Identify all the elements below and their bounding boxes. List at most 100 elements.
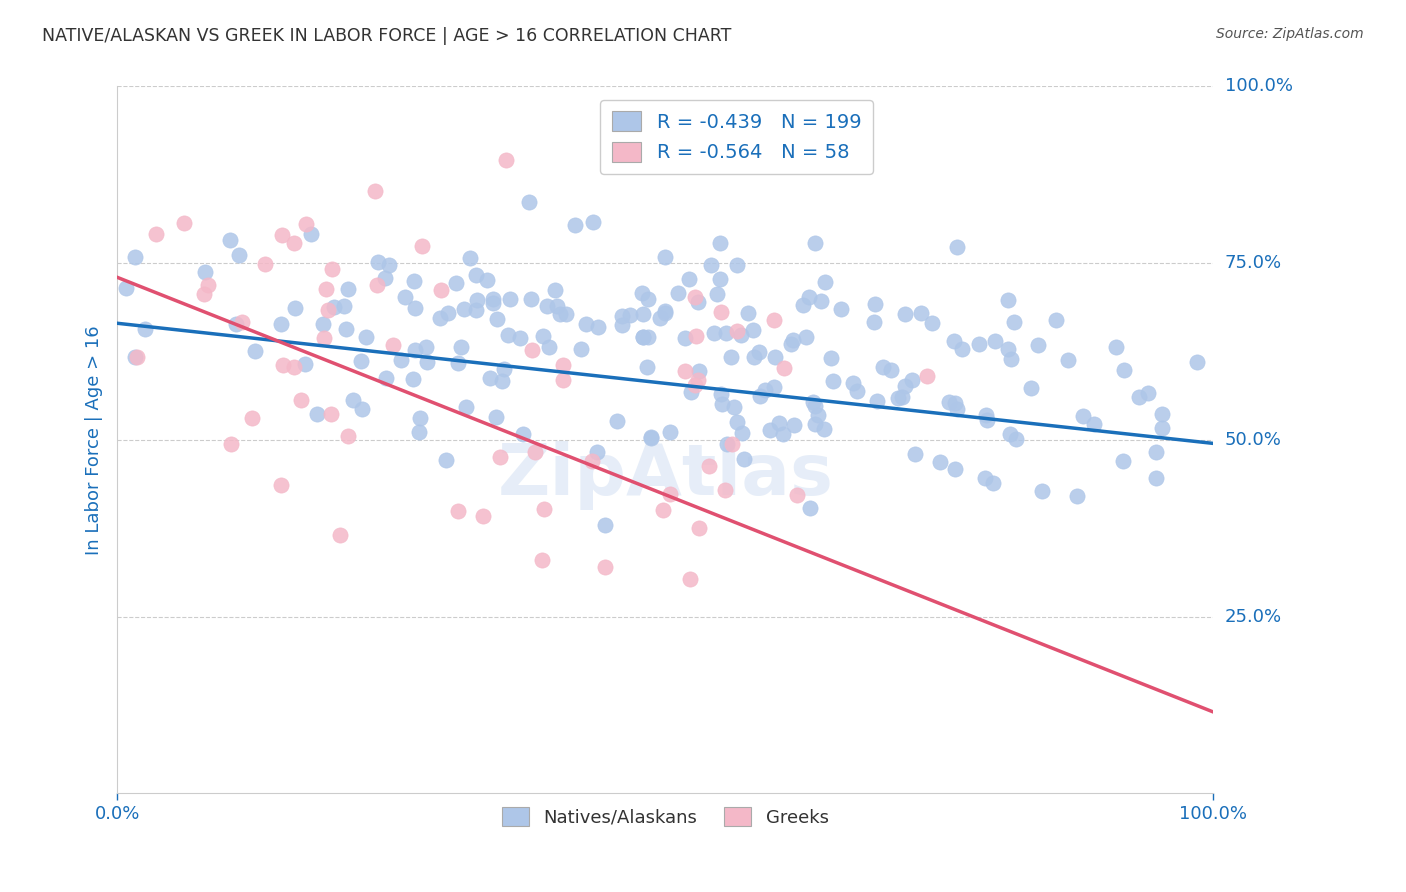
Point — [783, 417, 806, 432]
Point — [1128, 390, 1150, 404]
Point — [1185, 355, 1208, 369]
Point — [710, 386, 733, 401]
Point — [522, 343, 544, 357]
Point — [271, 227, 294, 242]
Point — [891, 390, 914, 404]
Point — [799, 500, 821, 515]
Point — [1005, 432, 1028, 446]
Point — [688, 521, 710, 535]
Point — [893, 307, 915, 321]
Point — [408, 425, 430, 440]
Point — [593, 559, 616, 574]
Point — [1150, 421, 1173, 435]
Point — [997, 293, 1019, 307]
Point — [915, 369, 938, 384]
Point — [329, 528, 352, 542]
Point — [243, 343, 266, 358]
Point — [685, 377, 707, 392]
Point — [754, 383, 776, 397]
Point — [658, 486, 681, 500]
Point — [801, 394, 824, 409]
Point — [721, 437, 744, 451]
Point — [336, 428, 359, 442]
Point — [748, 388, 770, 402]
Point — [820, 351, 842, 365]
Point — [581, 454, 603, 468]
Point — [1114, 363, 1136, 377]
Point — [240, 410, 263, 425]
Point — [523, 445, 546, 459]
Point — [447, 356, 470, 370]
Point — [382, 338, 405, 352]
Point — [536, 299, 558, 313]
Point — [733, 452, 755, 467]
Point — [759, 423, 782, 437]
Point — [713, 483, 735, 497]
Point — [450, 340, 472, 354]
Point — [254, 257, 277, 271]
Point — [295, 217, 318, 231]
Point — [494, 362, 516, 376]
Point — [700, 258, 723, 272]
Point — [453, 302, 475, 317]
Point — [489, 450, 512, 465]
Point — [688, 373, 710, 387]
Point — [404, 301, 426, 315]
Point — [725, 415, 748, 429]
Point — [976, 412, 998, 426]
Point — [145, 227, 167, 241]
Point — [1019, 380, 1042, 394]
Point — [337, 281, 360, 295]
Point — [631, 330, 654, 344]
Point — [115, 281, 138, 295]
Point — [595, 517, 617, 532]
Point — [872, 359, 894, 374]
Point — [678, 271, 700, 285]
Point — [533, 502, 555, 516]
Point — [659, 425, 682, 440]
Point — [530, 552, 553, 566]
Point — [481, 295, 503, 310]
Point — [894, 378, 917, 392]
Point — [544, 284, 567, 298]
Point — [673, 364, 696, 378]
Point — [763, 312, 786, 326]
Text: 100.0%: 100.0% — [1225, 78, 1292, 95]
Point — [124, 351, 146, 365]
Point — [486, 312, 509, 326]
Point — [720, 351, 742, 365]
Point — [943, 396, 966, 410]
Point — [786, 488, 808, 502]
Point — [797, 289, 820, 303]
Point — [193, 287, 215, 301]
Point — [887, 392, 910, 406]
Point — [943, 462, 966, 476]
Point — [520, 292, 543, 306]
Point — [1136, 386, 1159, 401]
Point — [394, 290, 416, 304]
Point — [742, 350, 765, 364]
Point — [464, 303, 486, 318]
Point — [1026, 338, 1049, 352]
Point — [780, 336, 803, 351]
Point — [378, 258, 401, 272]
Point — [231, 315, 253, 329]
Point — [737, 306, 759, 320]
Point — [814, 275, 837, 289]
Point — [723, 400, 745, 414]
Point — [946, 401, 969, 416]
Point — [586, 445, 609, 459]
Point — [640, 430, 662, 444]
Point — [652, 503, 675, 517]
Point — [748, 345, 770, 359]
Point — [548, 307, 571, 321]
Point — [997, 342, 1019, 356]
Point — [219, 437, 242, 451]
Point — [312, 317, 335, 331]
Point — [124, 250, 146, 264]
Point — [709, 235, 731, 250]
Point — [495, 153, 517, 168]
Point — [225, 318, 247, 332]
Point — [903, 447, 925, 461]
Point — [810, 294, 832, 309]
